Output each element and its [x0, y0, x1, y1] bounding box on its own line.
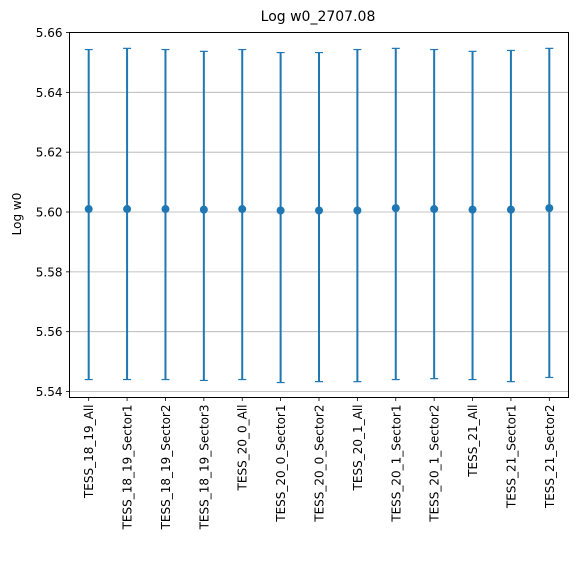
- x-tick-label: TESS_20_1_Sector2: [428, 405, 442, 523]
- x-tick-label: TESS_20_1_All: [351, 405, 365, 492]
- data-point: [238, 205, 247, 214]
- y-axis-label: Log w0: [10, 193, 24, 236]
- x-tick-label: TESS_20_1_Sector1: [389, 405, 403, 523]
- y-tick-label: 5.54: [36, 385, 63, 399]
- data-point: [161, 205, 170, 214]
- data-point: [506, 205, 515, 214]
- x-tick-label: TESS_21_Sector2: [543, 405, 557, 510]
- data-point: [315, 206, 323, 215]
- data-point: [276, 206, 285, 215]
- y-tick-label: 5.56: [36, 325, 63, 339]
- data-point: [353, 206, 362, 215]
- plot-frame: [69, 32, 569, 398]
- data-point: [430, 205, 439, 214]
- x-tick-label: TESS_18_19_Sector3: [197, 405, 211, 531]
- x-tick-label: TESS_20_0_All: [236, 405, 250, 492]
- y-tick-label: 5.58: [36, 265, 63, 279]
- x-tick-label: TESS_18_19_Sector2: [159, 405, 173, 531]
- y-tick-label: 5.62: [36, 146, 63, 160]
- data-point: [123, 205, 132, 214]
- chart-title: Log w0_2707.08: [261, 9, 376, 25]
- data-point: [84, 205, 93, 214]
- y-axis-ticks: 5.54 5.56 5.58 5.60 5.62 5.64 5.66: [36, 26, 70, 399]
- x-axis-ticks: TESS_18_19_All TESS_18_19_Sector1 TESS_18_…: [82, 397, 557, 531]
- data-point: [468, 205, 477, 214]
- error-bars: [84, 47, 554, 384]
- x-tick-label: TESS_18_19_All: [82, 405, 96, 500]
- data-point: [199, 205, 208, 214]
- x-tick-label: TESS_18_19_Sector1: [121, 405, 135, 531]
- data-points: [84, 204, 554, 215]
- x-tick-label: TESS_20_0_Sector2: [313, 405, 327, 523]
- data-point: [545, 204, 554, 213]
- x-tick-label: TESS_20_0_Sector1: [274, 405, 288, 523]
- data-point: [391, 204, 400, 213]
- y-tick-label: 5.64: [36, 86, 63, 100]
- y-tick-label: 5.66: [36, 26, 63, 40]
- x-tick-label: TESS_21_Sector1: [504, 405, 518, 510]
- x-tick-label: TESS_21_All: [466, 405, 480, 478]
- y-tick-label: 5.60: [36, 206, 63, 220]
